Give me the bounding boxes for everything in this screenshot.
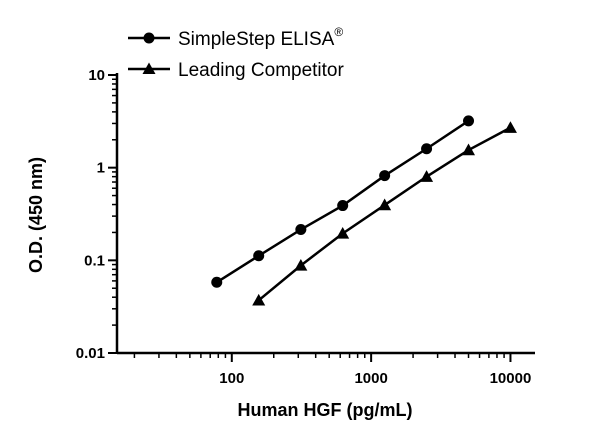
y-tick-label: 0.1	[84, 252, 105, 269]
axes	[108, 73, 535, 362]
legend-item-simplestep: SimpleStep ELISA®	[128, 25, 343, 50]
data-point	[462, 143, 476, 156]
data-point	[336, 226, 350, 239]
legend-label-simplestep: SimpleStep ELISA®	[178, 25, 343, 50]
legend-marker-competitor	[142, 62, 156, 74]
legend-label-simplestep-sup: ®	[334, 25, 343, 39]
x-tick-label: 1000	[354, 370, 387, 387]
data-point	[503, 121, 517, 133]
data-point	[294, 258, 308, 271]
series-0	[211, 115, 475, 288]
y-tick-label: 0.01	[76, 345, 105, 362]
data-point	[378, 198, 392, 211]
data-point	[211, 276, 223, 288]
legend: SimpleStep ELISA® Leading Competitor	[128, 25, 344, 81]
y-tick-label: 10	[88, 67, 105, 84]
data-point	[379, 170, 391, 182]
x-tick-label: 100	[219, 370, 244, 387]
data-point	[420, 170, 434, 182]
x-axis-label: Human HGF (pg/mL)	[238, 400, 413, 420]
x-tick-label: 10000	[490, 370, 532, 387]
legend-label-competitor: Leading Competitor	[178, 60, 344, 81]
data-point	[337, 200, 349, 212]
series-1	[252, 121, 517, 306]
legend-item-competitor: Leading Competitor	[128, 60, 344, 81]
series-layer	[211, 115, 517, 306]
legend-label-simplestep-name: SimpleStep ELISA	[178, 29, 335, 50]
data-point	[295, 224, 307, 236]
legend-marker-simplestep	[143, 32, 155, 44]
y-axis-label: O.D. (450 nm)	[26, 157, 46, 273]
data-point	[252, 293, 266, 306]
data-point	[421, 143, 433, 155]
data-point	[463, 115, 475, 127]
data-point	[253, 250, 265, 262]
tick-labels: 0.01 0.1 1 10 100 1000 10000	[76, 67, 532, 387]
y-tick-label: 1	[97, 160, 105, 177]
